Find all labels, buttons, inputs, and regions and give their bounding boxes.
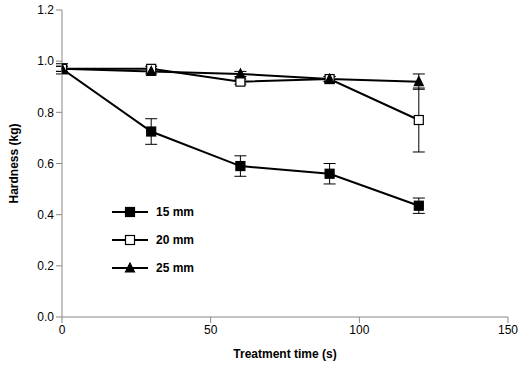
svg-text:Hardness (kg): Hardness (kg) xyxy=(8,123,21,203)
svg-text:0.2: 0.2 xyxy=(37,259,54,273)
svg-text:0.4: 0.4 xyxy=(37,208,54,222)
svg-text:0.0: 0.0 xyxy=(37,310,54,324)
svg-text:50: 50 xyxy=(204,323,218,337)
html-text:20 mm: 20 mm xyxy=(156,233,194,247)
svg-text:1.2: 1.2 xyxy=(37,3,54,17)
html-text:25 mm: 25 mm xyxy=(156,261,194,275)
svg-text:Treatment time (s): Treatment time (s) xyxy=(233,347,336,361)
svg-text:1.0: 1.0 xyxy=(37,54,54,68)
svg-text:0: 0 xyxy=(59,323,66,337)
svg-text:150: 150 xyxy=(498,323,518,337)
svg-text:0.8: 0.8 xyxy=(37,106,54,120)
svg-text:0.6: 0.6 xyxy=(37,157,54,171)
html-text:15 mm: 15 mm xyxy=(156,205,194,219)
svg-text:100: 100 xyxy=(349,323,369,337)
